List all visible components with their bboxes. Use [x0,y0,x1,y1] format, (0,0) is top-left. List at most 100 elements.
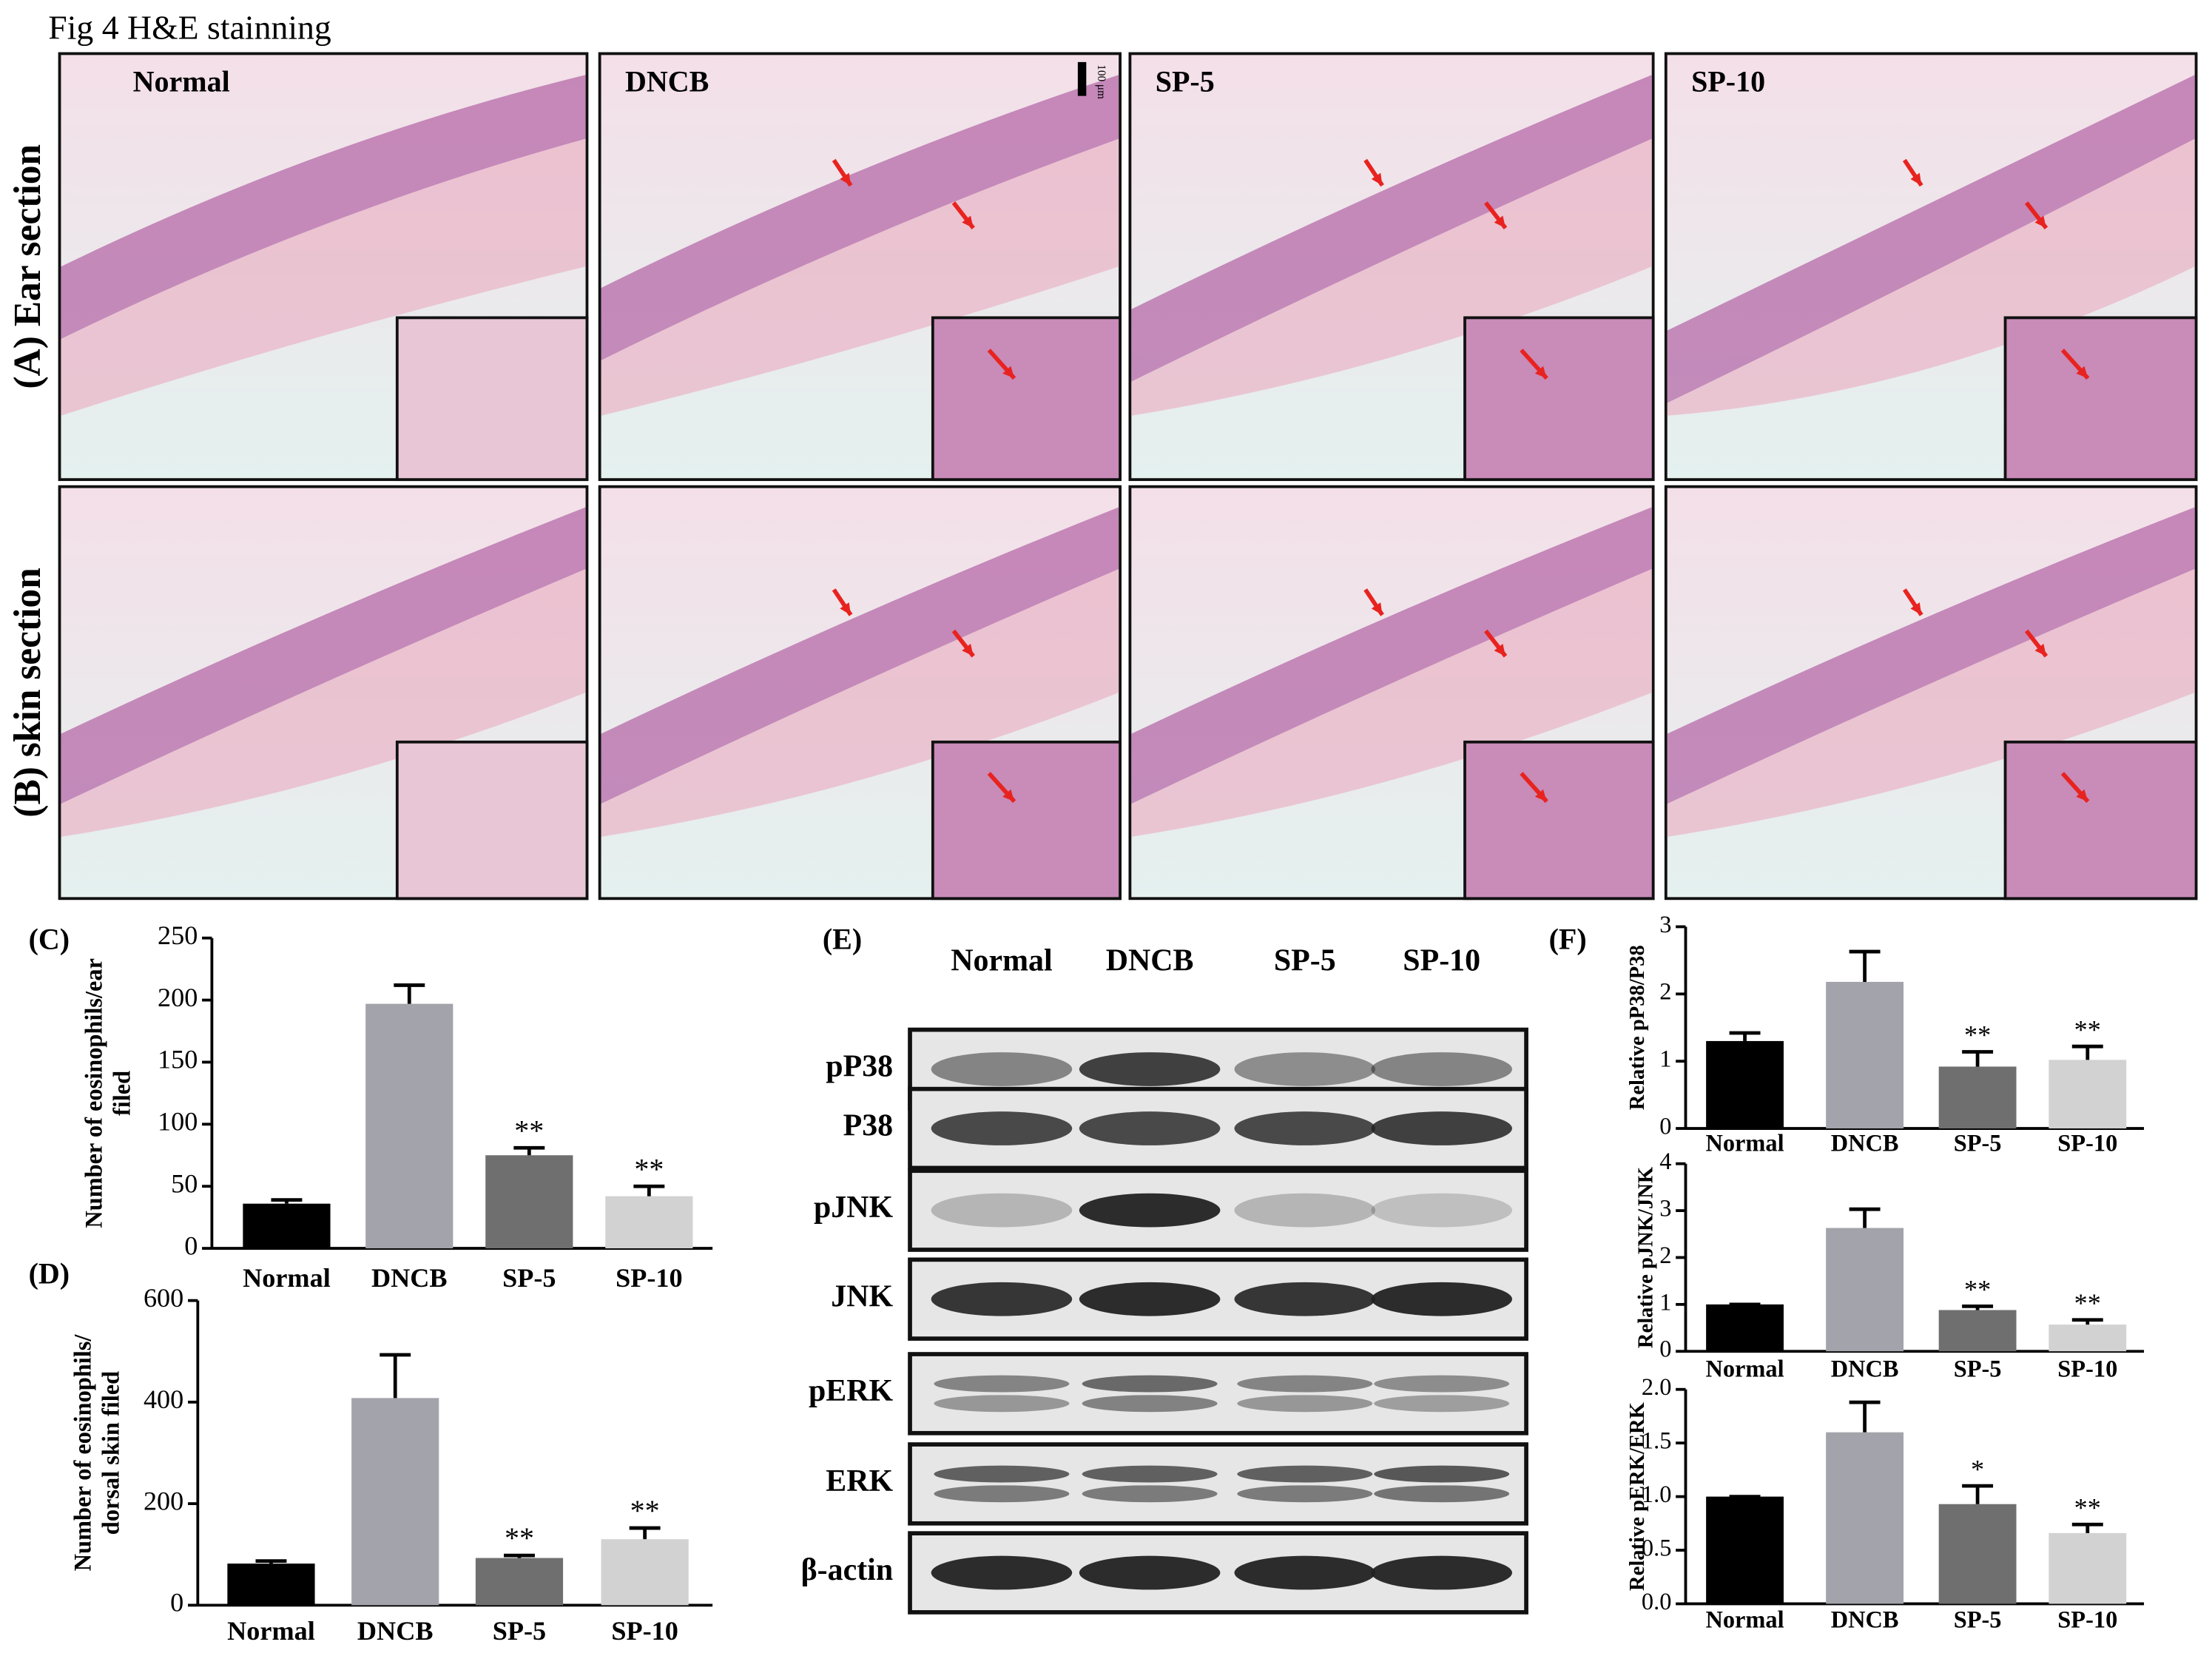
significance: ** [514,1114,544,1147]
y-tick-label: 2.0 [1642,1374,1672,1401]
band [1371,1111,1513,1145]
arrow-head [1002,789,1015,802]
y-tick-label: 200 [158,983,198,1012]
band [931,1111,1073,1145]
bar [243,1203,331,1249]
arrow-head [2076,789,2088,802]
arrow-head [1910,172,1922,186]
error-bar [1849,949,1881,982]
group-label: SP-10 [1691,65,1765,98]
protein-label: β-actin [801,1553,894,1587]
epidermis [1131,507,1652,804]
y-tick-label: 50 [171,1169,198,1199]
bar [1826,1228,1904,1352]
y-tick-label: 0 [1659,1336,1671,1363]
error-bar [1962,1050,1994,1067]
scale-bar [1077,61,1087,96]
inset [1463,740,1655,901]
band [1237,1465,1373,1483]
panel-label: (C) [29,923,70,956]
band [1374,1375,1510,1393]
arrow-head [1534,366,1547,379]
protein-label: P38 [843,1109,894,1143]
error-bar [380,1353,411,1398]
significance: ** [1964,1020,1991,1050]
x-tick-label: Normal [1705,1130,1784,1157]
y-tick-label: 1.0 [1642,1481,1672,1508]
band [934,1375,1070,1393]
y-tick-label: 1.5 [1642,1428,1672,1455]
bar [1706,1304,1784,1352]
y-axis-label: Relative pJNK/JNK [1635,1167,1658,1348]
inset [2003,740,2198,901]
band [931,1193,1073,1228]
significance: ** [2074,1288,2101,1318]
group-label: Normal [133,65,230,98]
bar [365,1003,453,1249]
arrow-head [2034,215,2046,229]
dermis [601,569,1119,837]
dermis [1667,569,2195,837]
bar [227,1564,315,1606]
row-label: (B) skin section [7,568,49,817]
band [1082,1395,1218,1413]
band [1371,1282,1513,1316]
row-label: (A) Ear section [7,144,49,389]
epidermis [601,75,1119,360]
arrow-head [2034,644,2046,656]
band [1234,1052,1376,1086]
error-bar [1849,1400,1881,1433]
bar [351,1398,439,1606]
band [1371,1193,1513,1228]
band [1079,1555,1221,1590]
arrow-head [1494,215,1506,229]
arrow-head [840,602,852,616]
dermis [61,138,586,416]
band [931,1052,1073,1086]
error-bar [1849,1207,1881,1228]
panel-label: (E) [823,923,862,956]
significance: ** [634,1152,664,1185]
band [1079,1111,1221,1145]
y-tick-label: 0 [184,1231,198,1260]
inset [931,316,1122,482]
y-tick-label: 1 [1659,1289,1671,1316]
inset [395,740,589,901]
epidermis [1667,75,2195,403]
error-bar [2071,1044,2103,1060]
panel-label: (D) [29,1256,70,1290]
error-bar [271,1198,303,1204]
bar [601,1539,689,1606]
x-tick-label: DNCB [1831,1130,1899,1157]
y-axis-label: Relative pERK/ERK [1626,1402,1649,1591]
figure-title: Fig 4 H&E stainning [48,8,331,46]
bar [1938,1504,2017,1604]
error-bar [513,1145,545,1156]
band [1237,1395,1373,1413]
protein-label: pP38 [826,1050,893,1084]
arrow-head [1910,602,1922,616]
x-tick-label: SP-5 [1954,1356,2002,1382]
y-tick-label: 0.0 [1642,1589,1672,1615]
error-bar [1962,1305,1994,1310]
protein-label: pERK [809,1374,894,1408]
band [1079,1052,1221,1086]
x-tick-label: Normal [243,1263,331,1293]
blot-frame [908,1442,1528,1526]
epidermis [61,75,586,340]
band [1082,1465,1218,1483]
error-bar [394,983,425,1004]
arrow-head [2076,366,2088,379]
error-bar [504,1553,535,1558]
arrow-head [1371,602,1383,616]
x-tick-label: SP-5 [1954,1607,2002,1634]
x-tick-label: SP-10 [2057,1130,2117,1157]
band [931,1555,1073,1590]
arrow-head [1371,172,1383,186]
band [1237,1485,1373,1503]
y-tick-label: 150 [158,1045,198,1074]
protein-label: ERK [826,1464,893,1498]
bar [1938,1066,2017,1129]
band [1234,1555,1376,1590]
bar [1826,1432,1904,1604]
